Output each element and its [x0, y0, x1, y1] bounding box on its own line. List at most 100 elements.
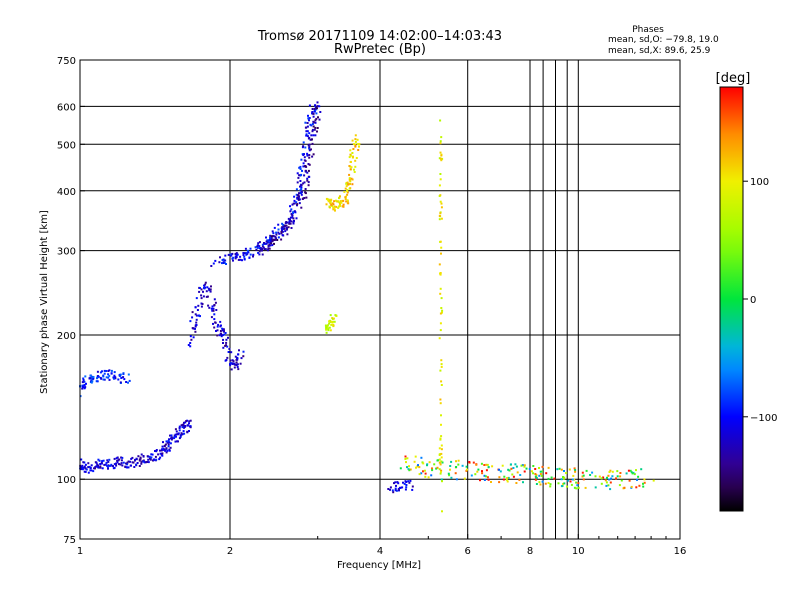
data-point	[328, 205, 331, 208]
data-point	[563, 482, 566, 485]
data-point	[189, 426, 192, 429]
data-point	[107, 460, 110, 463]
data-point	[197, 304, 200, 307]
data-point	[346, 199, 349, 202]
data-point	[280, 232, 283, 235]
data-point	[394, 489, 397, 492]
data-point	[146, 455, 149, 458]
data-point	[280, 230, 283, 233]
data-point	[101, 467, 104, 470]
data-point	[167, 445, 170, 448]
data-point	[346, 190, 348, 193]
data-point	[232, 259, 234, 262]
data-point	[313, 128, 316, 131]
data-point	[182, 430, 185, 433]
data-point	[438, 195, 441, 197]
data-point	[298, 174, 301, 177]
data-point	[87, 462, 90, 465]
data-point	[184, 421, 187, 424]
data-point	[308, 132, 311, 135]
data-point	[299, 165, 302, 168]
data-point	[306, 154, 309, 157]
data-point	[541, 470, 543, 473]
data-point	[109, 464, 111, 467]
data-point	[179, 435, 182, 438]
data-point	[575, 481, 578, 484]
data-point	[108, 458, 111, 461]
data-point	[240, 357, 243, 360]
data-point	[437, 459, 440, 462]
data-point	[608, 478, 611, 481]
data-point	[150, 456, 153, 459]
data-point	[466, 468, 468, 471]
data-point	[222, 342, 224, 344]
data-point	[310, 138, 313, 141]
data-point	[297, 194, 300, 197]
data-point	[105, 370, 107, 372]
data-point	[174, 440, 177, 443]
data-point	[116, 459, 119, 462]
data-point	[219, 320, 222, 323]
data-point	[306, 122, 309, 124]
data-point	[228, 348, 231, 350]
data-point	[202, 290, 204, 293]
data-point	[165, 448, 168, 451]
data-point	[99, 465, 102, 468]
data-point	[245, 252, 248, 255]
data-point	[307, 163, 310, 165]
data-point	[165, 447, 168, 450]
data-point	[233, 362, 236, 365]
data-point	[454, 472, 457, 475]
data-point	[531, 470, 533, 473]
data-point	[263, 242, 265, 244]
phases-heading: Phases	[632, 25, 664, 35]
data-point	[289, 216, 292, 219]
data-point	[302, 162, 305, 165]
data-point	[304, 170, 307, 173]
data-point	[404, 480, 407, 483]
data-point	[332, 324, 335, 327]
data-point	[87, 466, 90, 469]
data-point	[301, 198, 304, 200]
data-point	[238, 349, 240, 352]
y-tick-label: 200	[57, 331, 76, 342]
data-point	[219, 256, 221, 259]
data-point	[268, 247, 271, 250]
data-point	[440, 414, 442, 417]
data-point	[418, 473, 421, 476]
data-point	[158, 458, 161, 461]
data-point	[620, 479, 623, 482]
data-point	[539, 473, 542, 475]
data-point	[652, 479, 655, 482]
data-point	[269, 236, 271, 239]
data-point	[348, 182, 351, 185]
data-point	[194, 330, 197, 333]
data-point	[97, 464, 99, 467]
data-point	[307, 169, 310, 172]
data-point	[114, 377, 117, 380]
data-point	[188, 430, 190, 432]
data-point	[80, 458, 83, 461]
data-point	[317, 116, 319, 119]
data-point	[532, 465, 535, 467]
data-point	[258, 253, 261, 256]
data-point	[196, 309, 199, 311]
data-point	[329, 201, 332, 203]
data-point	[220, 332, 223, 335]
data-point	[84, 467, 87, 470]
data-point	[391, 489, 394, 492]
data-point	[161, 454, 164, 457]
data-point	[122, 373, 125, 375]
data-point	[208, 306, 211, 309]
data-point	[573, 478, 576, 481]
data-point	[195, 318, 198, 321]
data-point	[106, 465, 109, 468]
data-point	[227, 351, 230, 353]
data-point	[233, 366, 236, 369]
data-point	[234, 253, 237, 255]
data-point	[235, 252, 238, 255]
data-point	[562, 477, 565, 480]
data-point	[300, 190, 303, 193]
data-point	[308, 104, 311, 107]
data-point	[80, 468, 83, 471]
